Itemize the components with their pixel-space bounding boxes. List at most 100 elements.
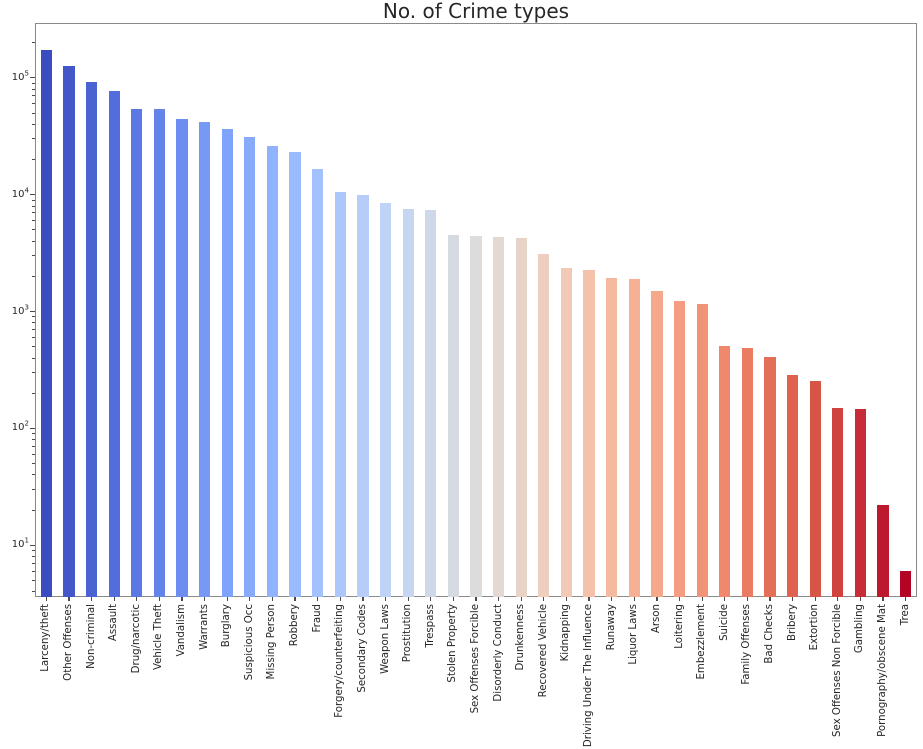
y-minor-tick: [32, 439, 35, 441]
x-tick-label: Pornography/obscene Mat: [877, 604, 889, 737]
x-tick-label: Trespass: [424, 604, 436, 648]
bar: [560, 268, 573, 597]
y-minor-tick: [32, 453, 35, 455]
x-tick-label: Sex Offenses Non Forcible: [831, 604, 843, 737]
x-tick: [181, 597, 183, 601]
x-tick: [113, 597, 115, 601]
y-minor-tick: [32, 591, 35, 593]
y-minor-tick: [32, 240, 35, 242]
bar: [470, 236, 482, 597]
x-tick: [339, 597, 341, 601]
x-tick: [90, 597, 93, 601]
x-tick: [68, 597, 70, 601]
x-tick: [226, 597, 228, 601]
y-minor-tick: [32, 199, 35, 201]
bar: [900, 571, 912, 597]
y-tick-label: 102: [11, 420, 29, 434]
bar: [40, 49, 52, 597]
x-tick: [452, 597, 454, 601]
x-tick: [588, 597, 590, 601]
y-minor-tick: [32, 255, 35, 257]
x-tick-label: Driving Under The Influence: [583, 604, 595, 748]
y-minor-tick: [32, 336, 35, 338]
y-tick-exponent: 4: [24, 186, 29, 195]
x-tick-label: Bad Checks: [764, 604, 775, 664]
y-minor-tick: [32, 138, 35, 140]
x-tick-label: Vandalism: [176, 604, 187, 657]
bar: [357, 194, 369, 597]
x-tick: [859, 597, 862, 601]
x-tick-label: Sex Offenses Forcible: [470, 604, 481, 714]
y-minor-tick: [32, 205, 35, 207]
bar: [809, 380, 821, 597]
y-tick-exponent: 1: [24, 536, 29, 545]
y-minor-tick: [32, 346, 35, 348]
y-tick-label: 104: [11, 186, 29, 200]
x-tick-label: Runaway: [605, 604, 617, 651]
x-tick: [45, 597, 47, 601]
bar: [334, 191, 346, 597]
y-minor-tick: [32, 95, 35, 97]
x-tick: [633, 597, 635, 601]
bar: [198, 121, 211, 597]
x-tick-label: Recovered Vehicle: [537, 604, 549, 698]
x-tick: [837, 597, 839, 601]
x-tick-label: Vehicle Theft: [153, 604, 165, 671]
y-minor-tick: [32, 579, 35, 581]
bar: [402, 209, 414, 597]
y-minor-tick: [32, 220, 35, 222]
bar: [379, 202, 392, 597]
y-minor-tick: [32, 570, 35, 572]
y-minor-tick: [32, 103, 35, 105]
y-tick-label: 105: [11, 69, 29, 83]
x-tick: [724, 597, 726, 601]
y-tick-exponent: 5: [24, 69, 29, 78]
x-tick: [520, 597, 522, 601]
y-minor-tick: [32, 372, 35, 374]
bar: [221, 128, 233, 597]
x-tick-label: Family Offenses: [741, 604, 753, 685]
y-minor-tick: [32, 123, 35, 125]
x-tick: [384, 597, 387, 601]
x-tick: [158, 597, 160, 601]
bar: [628, 278, 640, 597]
x-tick: [249, 597, 251, 601]
x-tick: [498, 597, 500, 601]
bar: [606, 277, 618, 597]
bar: [176, 118, 188, 597]
x-tick-label: Kidnapping: [560, 604, 572, 662]
y-minor-tick: [32, 433, 35, 435]
x-tick-label: Assault: [108, 604, 120, 642]
bar: [764, 357, 776, 597]
x-tick-label: Loitering: [673, 604, 685, 649]
x-tick: [294, 597, 296, 601]
y-minor-tick: [32, 392, 35, 394]
bar: [696, 303, 708, 597]
x-tick: [271, 597, 274, 601]
bar: [425, 210, 437, 597]
x-tick: [136, 597, 138, 601]
x-tick: [792, 597, 794, 601]
y-minor-tick: [32, 229, 35, 231]
x-tick: [905, 597, 907, 601]
x-tick: [565, 597, 568, 601]
bar: [289, 152, 301, 597]
x-tick-label: Extortion: [809, 604, 821, 651]
y-minor-tick: [32, 555, 35, 557]
x-tick: [611, 597, 613, 601]
bar: [741, 347, 754, 597]
y-tick-label: 101: [11, 536, 29, 551]
bar: [583, 269, 595, 597]
x-tick-label: Prostitution: [402, 604, 414, 663]
bar: [538, 253, 550, 597]
x-tick-label: Suspicious Occ: [243, 604, 255, 681]
x-tick-label: Fraud: [311, 604, 323, 633]
bar: [447, 234, 460, 597]
x-tick: [769, 597, 771, 601]
x-tick-label: Gambling: [854, 604, 866, 654]
y-minor-tick: [32, 445, 35, 447]
bar: [651, 290, 663, 597]
y-tick: [30, 77, 35, 79]
x-tick: [317, 597, 319, 601]
x-tick-label: Arson: [650, 604, 662, 634]
